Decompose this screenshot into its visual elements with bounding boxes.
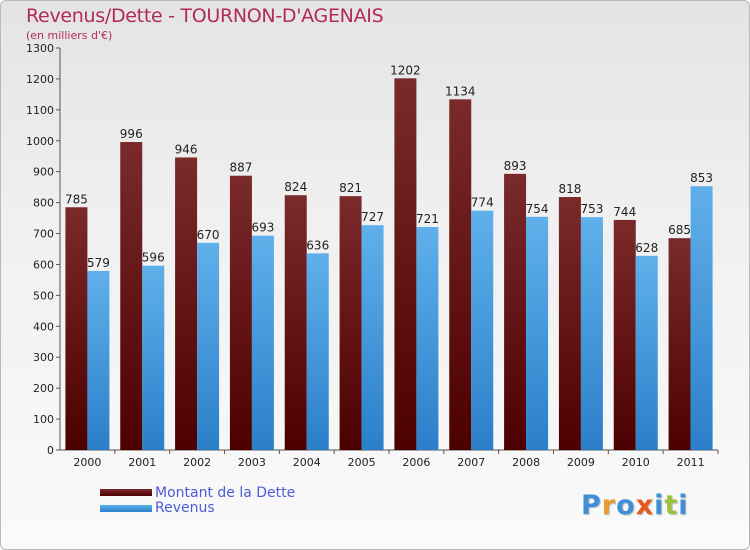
legend-label-debt: Montant de la Dette [155,485,296,501]
x-tick-label: 2000 [73,456,101,469]
x-tick-label: 2010 [622,456,650,469]
y-tick-label: 200 [33,382,54,395]
bar-revenue [361,225,384,450]
data-label-debt: 887 [229,161,252,175]
bar-debt [558,197,581,450]
logo-letter: i [654,490,665,521]
x-tick-label: 2009 [567,456,595,469]
data-label-revenue: 670 [197,228,220,242]
y-tick-label: 0 [47,444,54,457]
bar-debt [120,142,143,450]
y-tick-label: 1300 [26,42,54,55]
bar-revenue [580,217,603,450]
y-tick-label: 100 [33,413,54,426]
x-tick-label: 2007 [457,456,485,469]
data-label-revenue: 636 [306,238,329,252]
bar-debt [449,99,472,450]
y-tick-label: 500 [33,289,54,302]
y-tick-label: 600 [33,258,54,271]
logo-letter: x [635,490,655,521]
data-label-debt: 785 [65,192,88,206]
data-label-debt: 818 [558,182,581,196]
x-tick-label: 2004 [293,456,321,469]
y-tick-label: 1000 [26,135,54,148]
x-tick-label: 2003 [238,456,266,469]
bar-revenue [526,216,549,450]
data-label-revenue: 853 [690,171,713,185]
legend-swatch-revenue [100,505,152,512]
legend-label-revenue: Revenus [155,500,215,516]
bar-revenue [416,227,439,450]
data-label-debt: 685 [668,223,691,237]
bar-revenue [87,270,110,450]
data-label-debt: 824 [284,180,307,194]
bar-revenue [306,253,329,450]
chart-title: Revenus/Dette - TOURNON-D'AGENAIS [26,5,384,27]
logo-letter: o [616,490,636,521]
data-label-revenue: 693 [251,221,274,235]
data-label-revenue: 727 [361,210,384,224]
data-label-debt: 893 [504,159,527,173]
legend-swatch-debt [100,489,152,496]
data-label-revenue: 754 [526,202,549,216]
chart-subtitle: (en milliers d'€) [26,29,113,42]
data-label-debt: 946 [175,142,198,156]
data-label-debt: 821 [339,181,362,195]
data-label-debt: 744 [613,205,636,219]
bar-debt [394,78,417,450]
x-tick-label: 2011 [677,456,705,469]
x-tick-label: 2005 [348,456,376,469]
x-tick-label: 2006 [402,456,430,469]
y-tick-label: 900 [33,166,54,179]
proxiti-logo: Proxiti [581,490,689,521]
bar-debt [284,195,307,450]
bar-revenue [635,255,658,450]
data-label-revenue: 721 [416,212,439,226]
bar-debt [668,238,691,450]
logo-letter: r [601,490,617,521]
bar-revenue [142,265,165,450]
y-tick-label: 400 [33,320,54,333]
bar-debt [339,196,362,450]
bar-debt [175,157,198,450]
data-label-revenue: 753 [580,202,603,216]
y-tick-label: 1200 [26,73,54,86]
bar-debt [613,219,636,450]
bar-revenue [471,210,494,450]
data-label-revenue: 628 [635,241,658,255]
bar-revenue [197,242,220,450]
data-label-revenue: 579 [87,256,110,270]
data-label-revenue: 596 [142,251,165,265]
x-tick-label: 2001 [128,456,156,469]
logo-letter: P [581,490,602,521]
bar-debt [65,207,88,450]
x-tick-label: 2008 [512,456,540,469]
x-tick-label: 2002 [183,456,211,469]
bar-debt [229,175,252,450]
data-label-revenue: 774 [471,196,494,210]
bar-revenue [251,235,274,450]
bar-debt [504,173,527,450]
y-tick-label: 700 [33,228,54,241]
bar-revenue [690,186,713,451]
y-tick-label: 800 [33,197,54,210]
logo-letter: t [664,490,679,521]
data-label-debt: 1202 [390,63,421,77]
data-label-debt: 996 [120,127,143,141]
data-label-debt: 1134 [445,84,476,98]
logo-letter: i [678,490,689,521]
y-tick-label: 1100 [26,104,54,117]
y-tick-label: 300 [33,351,54,364]
